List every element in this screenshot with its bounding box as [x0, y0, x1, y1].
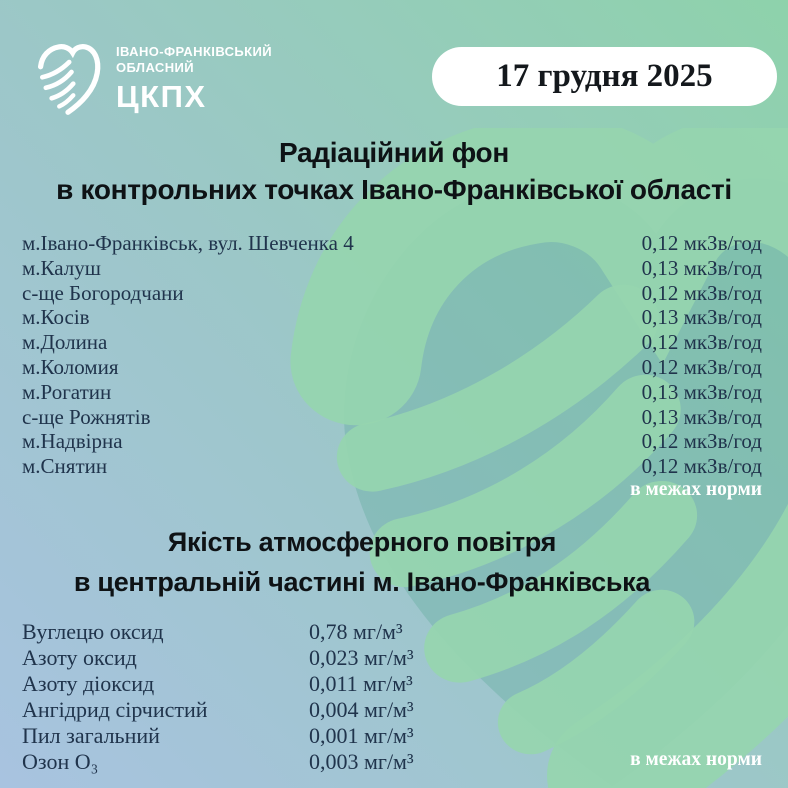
location-label: м.Долина — [22, 330, 108, 355]
location-label: м.Косів — [22, 305, 90, 330]
table-row: с-ще Рожнятів 0,13 мкЗв/год — [22, 405, 762, 430]
radiation-value: 0,12 мкЗв/год — [641, 231, 762, 255]
table-row: Азоту оксид 0,023 мг/м³ — [22, 645, 762, 671]
location-label: м.Івано-Франківськ, вул. Шевченка 4 — [22, 231, 354, 255]
table-row: м.Снятин 0,12 мкЗв/год — [22, 454, 762, 479]
radiation-value: 0,12 мкЗв/год — [641, 330, 762, 355]
location-label: м.Калуш — [22, 255, 101, 280]
air-quality-status-note: в межах норми — [630, 749, 762, 770]
table-row: м.Косів 0,13 мкЗв/год — [22, 305, 762, 330]
radiation-section-title: Радіаційний фон в контрольних точках Іва… — [0, 134, 788, 208]
table-row: с-ще Богородчани 0,12 мкЗв/год — [22, 281, 762, 306]
pollutant-label: Озон О₃ — [22, 748, 99, 774]
radiation-title-line2: в контрольних точках Івано-Франківської … — [56, 174, 732, 205]
location-label: м.Коломия — [22, 354, 119, 379]
air-quality-section-title: Якість атмосферного повітря в центральні… — [0, 522, 788, 602]
table-row: м.Коломия 0,12 мкЗв/год — [22, 355, 762, 380]
pollutant-value: 0,001 мг/м³ — [309, 722, 414, 748]
table-row: Ангідрид сірчистий 0,004 мг/м³ — [22, 697, 762, 723]
pollutant-value: 0,011 мг/м³ — [309, 670, 413, 696]
pollutant-value: 0,004 мг/м³ — [309, 696, 414, 722]
table-row: м.Івано-Франківськ, вул. Шевченка 4 0,12… — [22, 231, 762, 256]
table-row: м.Калуш 0,13 мкЗв/год — [22, 256, 762, 281]
pollutant-label: Азоту оксид — [22, 644, 137, 670]
pollutant-value: 0,78 мг/м³ — [309, 619, 403, 644]
table-row: Азоту діоксид 0,011 мг/м³ — [22, 671, 762, 697]
air-title-line1: Якість атмосферного повітря — [167, 527, 557, 557]
location-label: с-ще Богородчани — [22, 280, 184, 305]
table-row: м.Долина 0,12 мкЗв/год — [22, 330, 762, 355]
pollutant-value: 0,023 мг/м³ — [309, 644, 414, 670]
radiation-value: 0,12 мкЗв/год — [641, 354, 762, 379]
radiation-status-note: в межах норми — [630, 479, 762, 500]
table-row: Озон О₃ 0,003 мг/м³ — [22, 749, 762, 775]
org-name: ІВАНО-ФРАНКІВСЬКИЙ ОБЛАСНИЙ ЦКПХ — [116, 44, 272, 115]
org-abbreviation: ЦКПХ — [116, 78, 207, 114]
location-label: м.Надвірна — [22, 429, 123, 454]
radiation-value: 0,12 мкЗв/год — [641, 429, 762, 454]
radiation-title-line1: Радіаційний фон — [279, 137, 509, 168]
pollutant-label: Ангідрид сірчистий — [22, 696, 208, 722]
pollutant-label: Пил загальний — [22, 722, 160, 748]
pollutant-label: Азоту діоксид — [22, 670, 155, 696]
header: ІВАНО-ФРАНКІВСЬКИЙ ОБЛАСНИЙ ЦКПХ — [33, 40, 272, 118]
location-label: м.Снятин — [22, 454, 108, 479]
radiation-table: м.Івано-Франківськ, вул. Шевченка 4 0,12… — [22, 231, 762, 479]
table-row: м.Надвірна 0,12 мкЗв/год — [22, 429, 762, 454]
radiation-value: 0,13 мкЗв/год — [641, 379, 762, 404]
radiation-value: 0,13 мкЗв/год — [641, 255, 762, 280]
radiation-value: 0,13 мкЗв/год — [641, 404, 762, 429]
radiation-value: 0,12 мкЗв/год — [641, 280, 762, 305]
org-name-line1: ІВАНО-ФРАНКІВСЬКИЙ — [116, 43, 272, 59]
radiation-value: 0,13 мкЗв/год — [641, 305, 762, 330]
pollutant-label: Вуглецю оксид — [22, 619, 164, 644]
date-badge: 17 грудня 2025 — [432, 47, 777, 106]
org-name-line2: ОБЛАСНИЙ — [116, 59, 194, 75]
table-row: Вуглецю оксид 0,78 мг/м³ — [22, 619, 762, 645]
table-row: м.Рогатин 0,13 мкЗв/год — [22, 380, 762, 405]
air-quality-table: Вуглецю оксид 0,78 мг/м³ Азоту оксид 0,0… — [22, 619, 762, 774]
table-row: Пил загальний 0,001 мг/м³ — [22, 723, 762, 749]
radiation-value: 0,12 мкЗв/год — [641, 454, 762, 479]
location-label: м.Рогатин — [22, 379, 112, 404]
ckph-logo-icon — [37, 44, 101, 115]
air-title-line2: в центральній частині м. Івано-Франківсь… — [73, 567, 651, 597]
location-label: с-ще Рожнятів — [22, 404, 151, 429]
pollutant-value: 0,003 мг/м³ — [309, 748, 414, 774]
